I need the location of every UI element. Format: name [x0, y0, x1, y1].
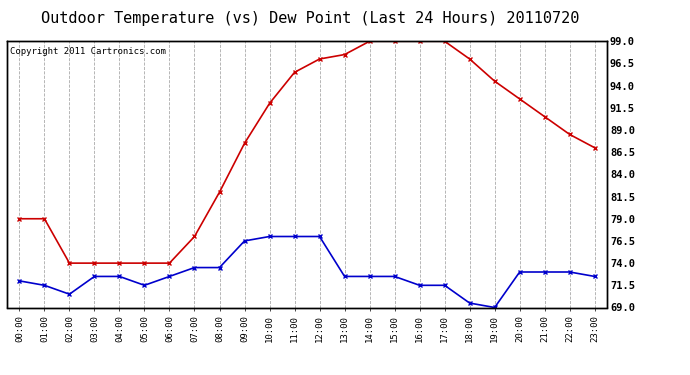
Text: Outdoor Temperature (vs) Dew Point (Last 24 Hours) 20110720: Outdoor Temperature (vs) Dew Point (Last… [41, 11, 580, 26]
Text: Copyright 2011 Cartronics.com: Copyright 2011 Cartronics.com [10, 46, 166, 56]
